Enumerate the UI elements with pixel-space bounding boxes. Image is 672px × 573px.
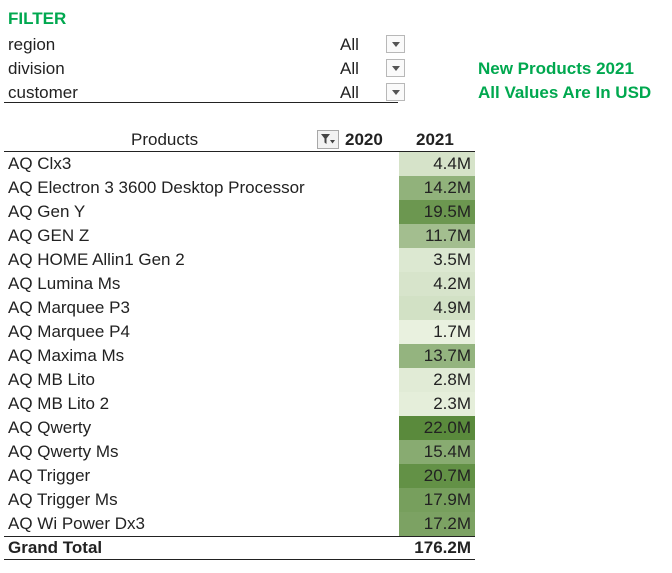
chevron-down-icon	[391, 65, 400, 71]
total-divider-bottom	[4, 559, 475, 560]
table-row: AQ GEN Z 11.7M	[4, 224, 475, 248]
grand-total-row: Grand Total 176.2M	[4, 537, 475, 559]
value-2021-cell: 2.8M	[399, 368, 475, 392]
product-name: AQ Wi Power Dx3	[8, 514, 145, 533]
table-row: AQ Lumina Ms 4.2M	[4, 272, 475, 296]
table-row: AQ Trigger Ms 17.9M	[4, 488, 475, 512]
filter-label: division	[8, 59, 65, 78]
value-2021-cell: 19.5M	[399, 200, 475, 224]
value-2021-cell: 11.7M	[399, 224, 475, 248]
table-row: AQ Maxima Ms 13.7M	[4, 344, 475, 368]
product-name: AQ Trigger Ms	[8, 490, 118, 509]
value-2021-cell: 2.3M	[399, 392, 475, 416]
table-row: AQ Electron 3 3600 Desktop Processor 14.2…	[4, 176, 475, 200]
filter-divider	[4, 102, 398, 103]
grand-total-label: Grand Total	[8, 538, 103, 557]
product-name: AQ GEN Z	[8, 226, 90, 245]
products-filter-button[interactable]	[317, 130, 339, 149]
table-row: AQ Wi Power Dx3 17.2M	[4, 512, 475, 536]
filter-row-region: region All	[8, 33, 405, 57]
table-row: AQ Trigger 20.7M	[4, 464, 475, 488]
pivot-rows: AQ Clx3 4.4M AQ Electron 3 3600 Desktop Pr…	[4, 152, 475, 536]
product-name: AQ MB Lito	[8, 370, 95, 389]
filter-label: region	[8, 35, 56, 54]
value-2021-cell: 17.9M	[399, 488, 475, 512]
table-row: AQ HOME Allin1 Gen 2 3.5M	[4, 248, 475, 272]
grand-total-value: 176.2M	[414, 538, 471, 557]
division-dropdown-button[interactable]	[386, 59, 405, 77]
value-2021-cell: 15.4M	[399, 440, 475, 464]
header-divider	[4, 151, 475, 152]
value-2021-cell: 17.2M	[399, 512, 475, 536]
note-currency: All Values Are In USD	[478, 83, 652, 102]
table-row: AQ MB Lito 2 2.3M	[4, 392, 475, 416]
product-name: AQ MB Lito 2	[8, 394, 110, 413]
filter-value: All	[340, 35, 359, 54]
note-new-products: New Products 2021	[478, 59, 634, 78]
column-header-2020: 2020	[345, 130, 383, 149]
table-row: AQ Gen Y 19.5M	[4, 200, 475, 224]
value-2021-cell: 3.5M	[399, 248, 475, 272]
table-row: AQ Clx3 4.4M	[4, 152, 475, 176]
product-name: AQ Lumina Ms	[8, 274, 121, 293]
filter-value: All	[340, 59, 359, 78]
value-2021-cell: 1.7M	[399, 320, 475, 344]
product-name: AQ Maxima Ms	[8, 346, 125, 365]
product-name: AQ Gen Y	[8, 202, 86, 221]
value-2021-cell: 4.9M	[399, 296, 475, 320]
customer-dropdown-button[interactable]	[386, 83, 405, 101]
products-column-header: Products	[131, 130, 199, 149]
value-2021-cell: 4.2M	[399, 272, 475, 296]
chevron-down-icon	[391, 41, 400, 47]
pivot-header: Products 2020 2021	[4, 128, 475, 152]
filter-row-division: division All	[8, 57, 405, 81]
product-name: AQ HOME Allin1 Gen 2	[8, 250, 185, 269]
column-header-2021: 2021	[416, 130, 454, 149]
product-name: AQ Electron 3 3600 Desktop Processor	[8, 178, 305, 197]
product-name: AQ Qwerty Ms	[8, 442, 119, 461]
region-dropdown-button[interactable]	[386, 35, 405, 53]
value-2021-cell: 13.7M	[399, 344, 475, 368]
table-row: AQ Marquee P4 1.7M	[4, 320, 475, 344]
value-2021-cell: 14.2M	[399, 176, 475, 200]
filter-row-customer: customer All	[8, 81, 405, 105]
product-name: AQ Trigger	[8, 466, 91, 485]
value-2021-cell: 4.4M	[399, 152, 475, 176]
product-name: AQ Qwerty	[8, 418, 92, 437]
table-row: AQ MB Lito 2.8M	[4, 368, 475, 392]
chevron-down-icon	[391, 89, 400, 95]
filter-title: FILTER	[8, 9, 67, 28]
table-row: AQ Qwerty 22.0M	[4, 416, 475, 440]
product-name: AQ Marquee P4	[8, 322, 130, 341]
value-2021-cell: 22.0M	[399, 416, 475, 440]
table-row: AQ Qwerty Ms 15.4M	[4, 440, 475, 464]
product-name: AQ Marquee P3	[8, 298, 130, 317]
product-name: AQ Clx3	[8, 154, 72, 173]
filter-icon	[321, 133, 335, 144]
table-row: AQ Marquee P3 4.9M	[4, 296, 475, 320]
total-divider-top	[4, 536, 475, 537]
value-2021-cell: 20.7M	[399, 464, 475, 488]
filter-label: customer	[8, 83, 78, 102]
filter-value: All	[340, 83, 359, 102]
